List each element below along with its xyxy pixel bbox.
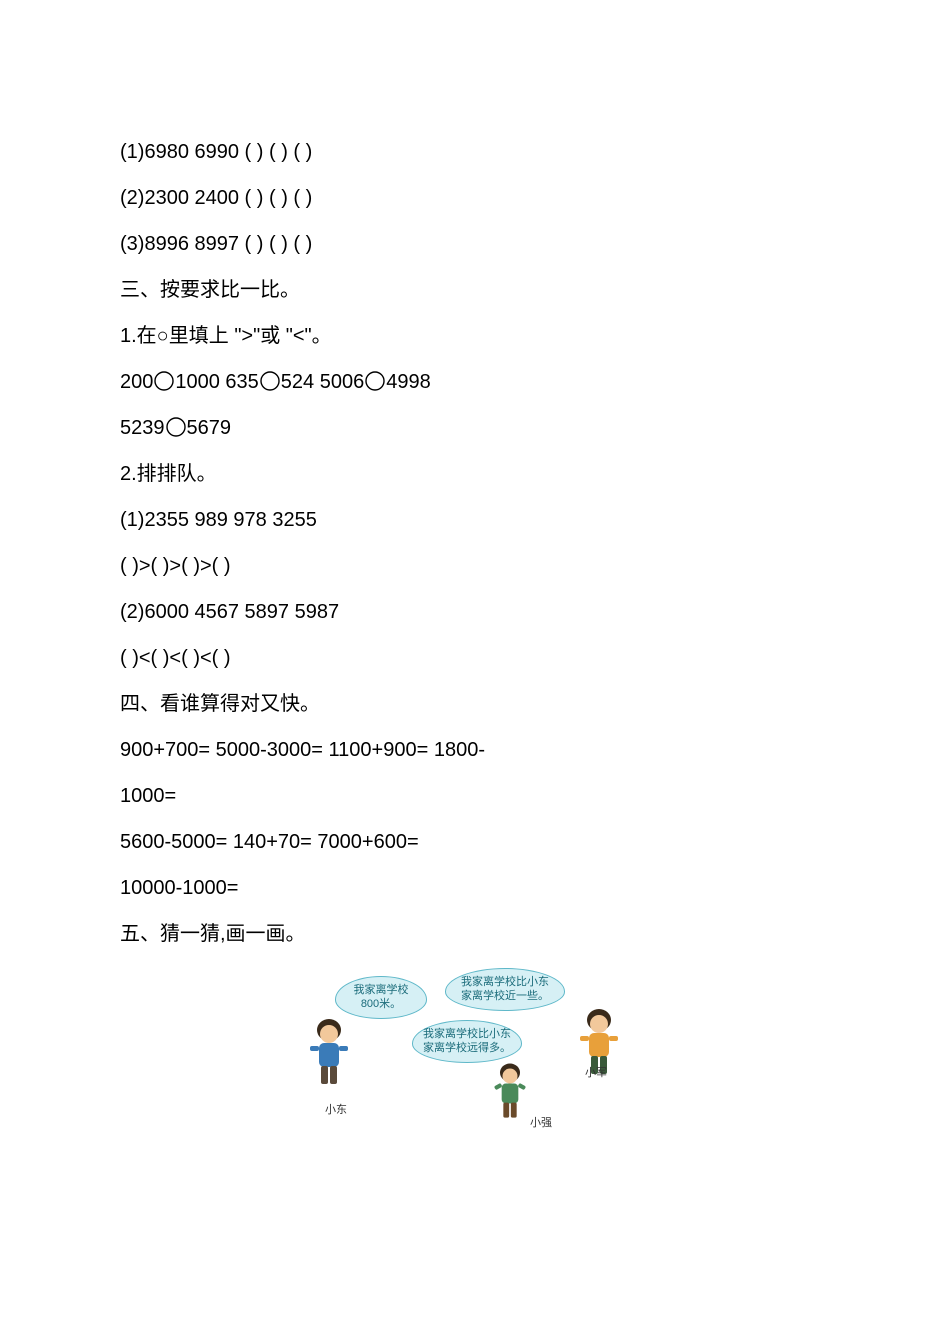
q1-l1-c: 524 5006 <box>281 371 364 393</box>
bubble2-l1: 我家离学校比小东 <box>461 976 549 988</box>
q1-line1: 200 1000 635 524 5006 4998 <box>120 360 830 404</box>
s4-line1: 900+700= 5000-3000= 1100+900= 1800- <box>120 728 830 772</box>
q1-l1-a: 200 <box>120 371 153 393</box>
char3-label: 小强 <box>530 1111 552 1135</box>
speech-bubble-2: 我家离学校比小东 家离学校近一些。 <box>445 968 565 1011</box>
char1-label: 小东 <box>325 1098 347 1122</box>
sequence-2: (2)2300 2400 ( ) ( ) ( ) <box>120 176 830 220</box>
q1-l2-b: 5679 <box>187 417 232 439</box>
q1-l1-b: 1000 635 <box>175 371 258 393</box>
s4-line2: 1000= <box>120 774 830 818</box>
q2-intro: 2.排排队。 <box>120 452 830 496</box>
circle-icon <box>259 370 281 392</box>
q1-l2-a: 5239 <box>120 417 165 439</box>
section-5-title: 五、猜一猜,画一画。 <box>120 912 830 956</box>
bubble1-l1: 我家离学校 <box>354 984 409 996</box>
section-3-title: 三、按要求比一比。 <box>120 268 830 312</box>
speech-bubble-3: 我家离学校比小东 家离学校远得多。 <box>412 1020 522 1063</box>
q2-2-blank: ( )<( )<( )<( ) <box>120 636 830 680</box>
bubble2-l2: 家离学校近一些。 <box>461 990 549 1002</box>
bubble3-l1: 我家离学校比小东 <box>423 1028 511 1040</box>
s4-line4: 10000-1000= <box>120 866 830 910</box>
q2-1-blank: ( )>( )>( )>( ) <box>120 544 830 588</box>
speech-bubble-1: 我家离学校 800米。 <box>335 976 427 1019</box>
circle-icon <box>165 416 187 438</box>
q2-1: (1)2355 989 978 3255 <box>120 498 830 542</box>
s4-line3: 5600-5000= 140+70= 7000+600= <box>120 820 830 864</box>
sequence-3: (3)8996 8997 ( ) ( ) ( ) <box>120 222 830 266</box>
character-1-icon <box>305 1016 353 1088</box>
bubble3-l2: 家离学校远得多。 <box>423 1042 511 1054</box>
section-4-title: 四、看谁算得对又快。 <box>120 682 830 726</box>
bubble1-l2: 800米。 <box>361 998 401 1010</box>
sequence-1: (1)6980 6990 ( ) ( ) ( ) <box>120 130 830 174</box>
circle-icon <box>364 370 386 392</box>
q1-intro: 1.在○里填上 ">"或 "<"。 <box>120 314 830 358</box>
q1-l1-d: 4998 <box>386 371 431 393</box>
illustration: 我家离学校 800米。 我家离学校比小东 家离学校近一些。 我家离学校比小东 家… <box>295 966 655 1126</box>
q1-line2: 5239 5679 <box>120 406 830 450</box>
circle-icon <box>153 370 175 392</box>
character-3-icon <box>490 1061 530 1121</box>
char2-label: 小军 <box>585 1061 607 1085</box>
q2-2: (2)6000 4567 5897 5987 <box>120 590 830 634</box>
